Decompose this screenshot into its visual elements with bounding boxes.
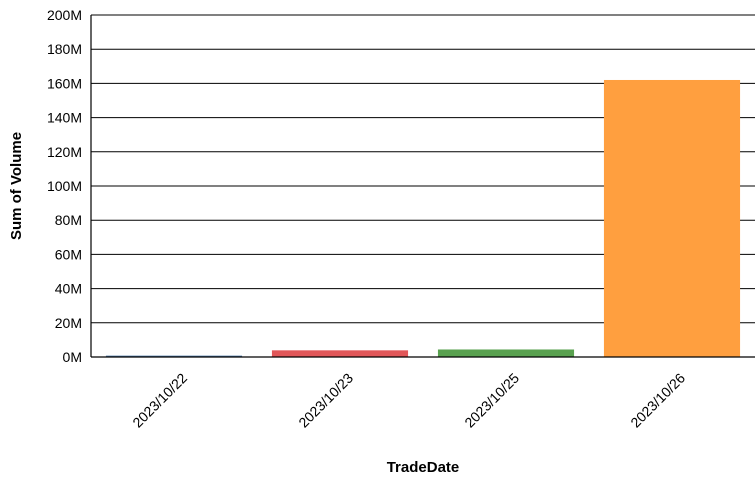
y-tick-label: 80M xyxy=(55,212,82,228)
x-tick-labels: 2023/10/22 2023/10/23 2023/10/25 2023/10/26 xyxy=(129,370,688,431)
x-tick-label: 2023/10/23 xyxy=(295,370,356,431)
y-tick-label: 120M xyxy=(47,144,82,160)
axes xyxy=(90,15,755,358)
gridlines xyxy=(91,14,755,358)
x-tick-label: 2023/10/26 xyxy=(627,370,688,431)
x-tick-label: 2023/10/22 xyxy=(129,370,190,431)
y-tick-labels: 0M 20M 40M 60M 80M 100M 120M 140M 160M 180M 200M xyxy=(47,7,82,365)
x-axis-title: TradeDate xyxy=(387,459,460,476)
bar xyxy=(105,355,243,357)
y-tick-label: 100M xyxy=(47,178,82,194)
y-tick-label: 200M xyxy=(47,7,82,23)
y-tick-label: 20M xyxy=(55,315,82,331)
y-axis-title: Sum of Volume xyxy=(8,132,25,240)
y-tick-label: 160M xyxy=(47,75,82,91)
y-tick-label: 180M xyxy=(47,41,82,57)
x-tick-label: 2023/10/25 xyxy=(461,370,522,431)
y-tick-label: 0M xyxy=(63,349,82,365)
bar xyxy=(437,349,575,357)
y-tick-label: 140M xyxy=(47,110,82,126)
bar xyxy=(271,350,409,357)
bar xyxy=(603,79,741,357)
bars xyxy=(105,79,741,357)
y-tick-label: 40M xyxy=(55,281,82,297)
y-tick-label: 60M xyxy=(55,246,82,262)
